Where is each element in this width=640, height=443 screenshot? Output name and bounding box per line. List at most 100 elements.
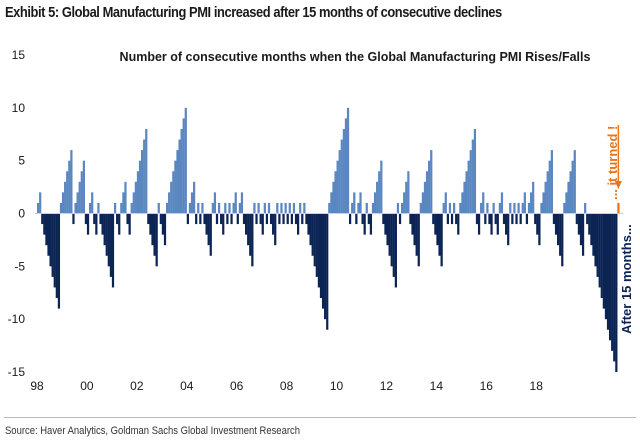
bar-fall (455, 213, 458, 225)
annotation-it-turned: ... it turned ! (605, 126, 620, 200)
bar-rise (82, 160, 85, 214)
bar-rise (421, 192, 425, 214)
bar-fall (604, 213, 608, 320)
bar-fall (43, 213, 46, 235)
bar-rise (64, 181, 67, 214)
bar-rise (540, 202, 543, 214)
bar-rise (340, 139, 343, 214)
bar-rise (529, 192, 533, 214)
bar-fall (278, 213, 281, 225)
bar-rise (143, 139, 146, 214)
bar-rise (423, 181, 427, 214)
bar-rise (573, 150, 576, 214)
bar-rise (91, 192, 94, 214)
bar-rise (425, 171, 429, 214)
bar-fall (199, 213, 202, 225)
bar-fall (409, 213, 412, 225)
bar-fall (615, 213, 618, 372)
bar-rise (288, 202, 291, 214)
bar-fall (386, 213, 389, 246)
bar-fall (147, 213, 150, 225)
bar-fall (261, 213, 264, 235)
bar-rise (442, 202, 445, 214)
bar-fall (475, 213, 479, 225)
bar-rise (396, 202, 400, 214)
bar-rise (542, 192, 545, 214)
bar-fall (450, 213, 454, 225)
bar-rise (238, 202, 241, 214)
bar-rise (351, 202, 354, 214)
bar-rise (157, 202, 160, 214)
bar-fall (577, 213, 581, 235)
bar-fall (149, 213, 152, 235)
bar-fall (417, 213, 420, 267)
bar-rise (371, 202, 375, 214)
bar-rise (172, 171, 175, 214)
bar-rise (70, 150, 73, 214)
bar-fall (536, 213, 539, 235)
bar-fall (220, 213, 223, 225)
bar-fall (394, 213, 397, 288)
bar-rise (486, 202, 489, 214)
bar-rise (182, 118, 185, 214)
bar-fall (496, 213, 499, 235)
bar-rise (332, 181, 335, 214)
bar-fall (86, 213, 90, 235)
bar-rise (565, 192, 568, 214)
bar-fall (205, 213, 208, 235)
bar-rise (563, 202, 566, 214)
bar-fall (155, 213, 158, 267)
footer-divider (4, 417, 636, 418)
bar-fall (215, 213, 219, 225)
bar-rise (184, 107, 187, 214)
bar-rise (165, 202, 169, 214)
bar-rise (74, 202, 77, 214)
bar-fall (242, 213, 246, 225)
bar-rise (544, 181, 547, 214)
bar-rise (473, 128, 477, 214)
bar-fall (398, 213, 402, 225)
arrow-head-icon (614, 181, 622, 189)
bar-rise (480, 202, 483, 214)
bar-fall (611, 213, 614, 351)
bar-rise (469, 150, 472, 214)
bar-fall (317, 213, 321, 288)
bar-fall (290, 213, 293, 225)
bar-rise (299, 202, 302, 214)
bar-fall (226, 213, 229, 225)
bar-fall (105, 213, 108, 256)
bar-fall (411, 213, 414, 235)
bar-fall (586, 213, 589, 225)
bar-fall (413, 213, 416, 246)
bar-rise (482, 192, 485, 214)
bar-rise (197, 202, 200, 214)
bar-fall (286, 213, 289, 225)
bar-fall (525, 213, 529, 225)
bar-fall (301, 213, 304, 225)
bar-fall (440, 213, 443, 267)
bar-rise (276, 202, 279, 214)
bar-fall (446, 213, 449, 225)
bar-fall (382, 213, 385, 225)
bar-fall (163, 213, 167, 246)
bar-rise (130, 202, 133, 214)
bar-fall (49, 213, 52, 267)
bar-fall (590, 213, 593, 246)
bar-rise (232, 202, 235, 214)
bar-fall (363, 213, 366, 235)
bar-rise (430, 150, 433, 214)
bar-fall (95, 213, 98, 235)
bar-fall (116, 213, 119, 225)
bar-rise (201, 202, 204, 214)
bar-fall (596, 213, 599, 277)
bar-fall (259, 213, 262, 225)
bar-rise (39, 192, 42, 214)
bar-fall (561, 213, 564, 267)
bar-rise (521, 202, 524, 214)
bar-fall (265, 213, 269, 225)
bar-rise (68, 160, 71, 214)
bar-fall (367, 213, 370, 225)
bar-fall (515, 213, 518, 225)
bar-fall (559, 213, 562, 256)
bar-rise (132, 192, 135, 214)
